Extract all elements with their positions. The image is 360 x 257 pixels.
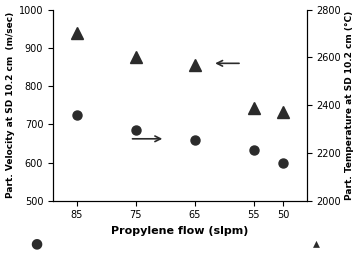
Text: ●: ● xyxy=(30,237,42,251)
Y-axis label: Part. Velocity at SD 10.2 cm  (m/sec): Part. Velocity at SD 10.2 cm (m/sec) xyxy=(5,12,14,198)
Text: ▴: ▴ xyxy=(313,237,320,251)
Y-axis label: Part. Temperature at SD 10.2 cm (°C): Part. Temperature at SD 10.2 cm (°C) xyxy=(346,11,355,200)
X-axis label: Propylene flow (slpm): Propylene flow (slpm) xyxy=(111,226,248,236)
